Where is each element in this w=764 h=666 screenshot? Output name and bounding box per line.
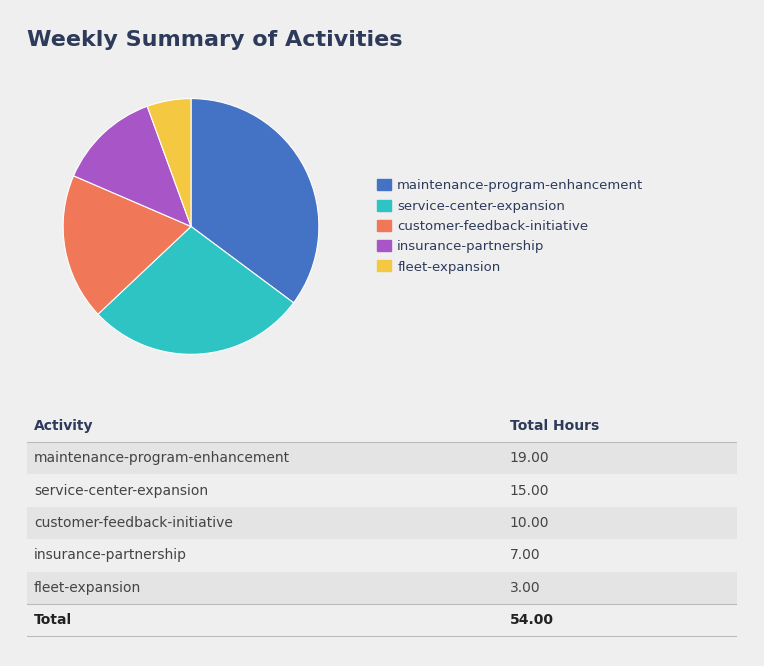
Text: Total Hours: Total Hours [510,419,599,433]
Text: fleet-expansion: fleet-expansion [34,581,141,595]
Legend: maintenance-program-enhancement, service-center-expansion, customer-feedback-ini: maintenance-program-enhancement, service… [374,175,647,278]
Text: 54.00: 54.00 [510,613,554,627]
Wedge shape [147,99,191,226]
Wedge shape [98,226,293,354]
Wedge shape [191,99,319,303]
Wedge shape [73,107,191,226]
FancyBboxPatch shape [27,442,737,474]
Text: 7.00: 7.00 [510,548,540,562]
Text: insurance-partnership: insurance-partnership [34,548,187,562]
Text: customer-feedback-initiative: customer-feedback-initiative [34,516,233,530]
FancyBboxPatch shape [27,571,737,604]
Wedge shape [63,176,191,314]
Text: 10.00: 10.00 [510,516,549,530]
Text: 3.00: 3.00 [510,581,540,595]
Text: 15.00: 15.00 [510,484,549,498]
Text: service-center-expansion: service-center-expansion [34,484,208,498]
Text: Weekly Summary of Activities: Weekly Summary of Activities [27,30,402,50]
Text: Activity: Activity [34,419,93,433]
Text: maintenance-program-enhancement: maintenance-program-enhancement [34,451,290,465]
FancyBboxPatch shape [27,507,737,539]
Text: 19.00: 19.00 [510,451,549,465]
Text: Total: Total [34,613,72,627]
